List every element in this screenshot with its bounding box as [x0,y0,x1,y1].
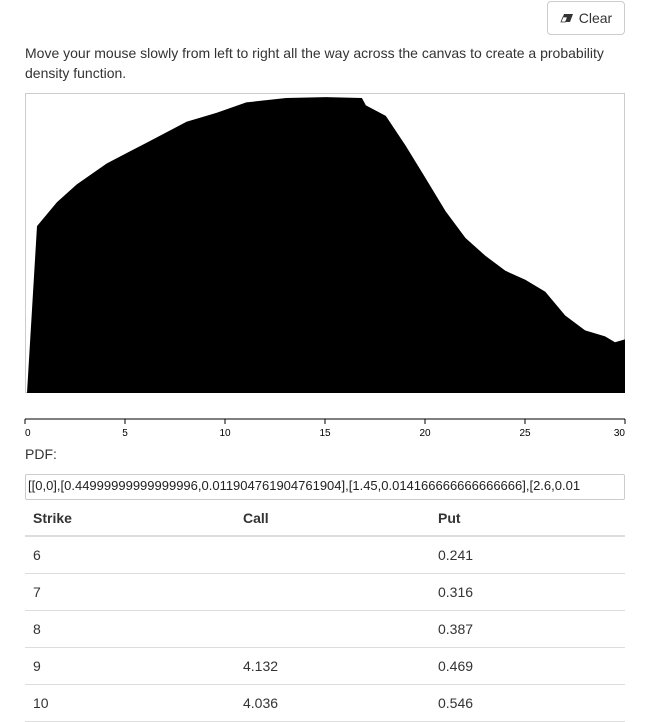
clear-button-label: Clear [578,10,613,26]
strike-cell: 9 [25,647,235,685]
table-row: 6 0.241 [25,536,625,574]
instructions-text: Move your mouse slowly from left to righ… [25,45,604,81]
put-cell: 0.546 [430,684,625,722]
call-cell [235,536,430,574]
clear-button[interactable]: Clear [547,1,625,35]
eraser-icon [560,13,574,23]
put-cell: 0.241 [430,536,625,574]
strike-cell: 6 [25,536,235,574]
pdf-drawing-canvas[interactable] [25,93,625,393]
call-cell [235,573,430,611]
x-tick-label: 15 [319,428,331,439]
x-tick-label: 5 [122,428,128,439]
call-cell: 4.036 [235,684,430,722]
pdf-area-chart [27,97,625,393]
call-cell: 4.132 [235,647,430,685]
strike-column-header: Strike [25,500,235,537]
option-prices-table: Strike Call Put 6 0.241 7 0.316 8 0.387 … [25,500,625,722]
x-tick-label: 30 [614,428,626,439]
table-row: 10 4.036 0.546 [25,684,625,722]
table-header-row: Strike Call Put [25,500,625,537]
put-cell: 0.469 [430,647,625,685]
put-cell: 0.387 [430,610,625,648]
table-row: 8 0.387 [25,610,625,648]
x-tick-label: 10 [219,428,231,439]
x-axis: 0 5 10 15 20 25 30 [24,418,626,439]
call-column-header: Call [235,500,430,537]
x-tick-label: 0 [25,428,31,439]
table-row: 7 0.316 [25,573,625,611]
strike-cell: 10 [25,684,235,722]
table-row: 9 4.132 0.469 [25,647,625,685]
call-cell [235,610,430,648]
x-tick-label: 25 [519,428,531,439]
pdf-area [27,97,625,393]
pdf-output-field[interactable]: [[0,0],[0.44999999999999996,0.0119047619… [25,474,625,500]
put-cell: 0.316 [430,573,625,611]
put-column-header: Put [430,500,625,537]
x-tick-label: 20 [419,428,431,439]
pdf-label: PDF: [25,446,57,462]
strike-cell: 7 [25,573,235,611]
strike-cell: 8 [25,610,235,648]
